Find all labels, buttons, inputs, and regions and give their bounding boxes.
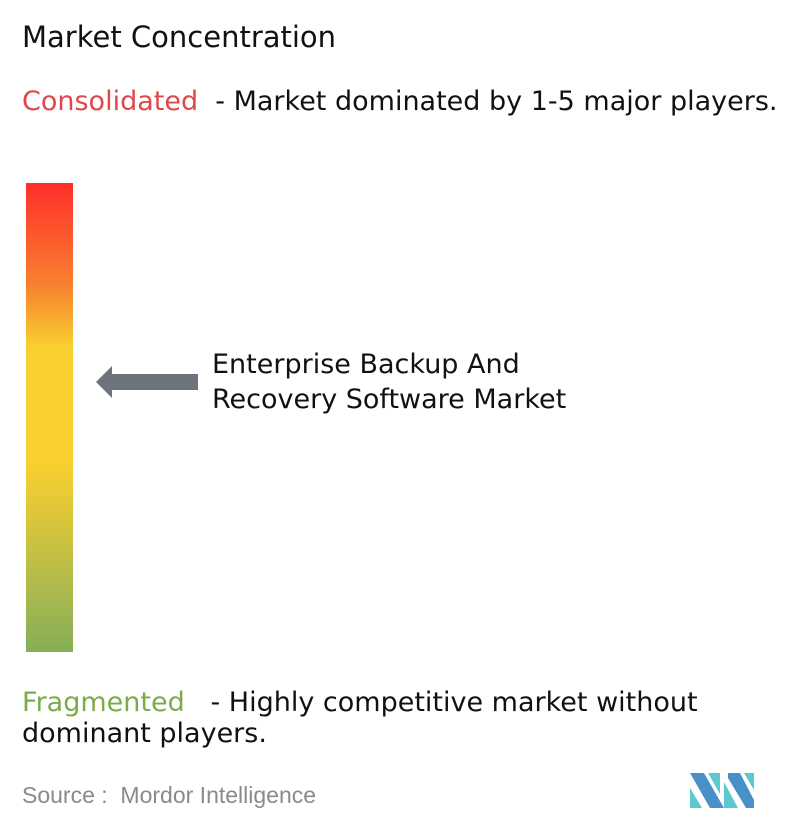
fragmented-text: - Highly competitive market without domi… — [22, 687, 707, 749]
market-label: Enterprise Backup And Recovery Software … — [212, 347, 566, 417]
consolidated-description: Consolidated - Market dominated by 1-5 m… — [22, 86, 792, 117]
page-title: Market Concentration — [22, 20, 337, 54]
mordor-intelligence-logo — [690, 773, 754, 808]
fragmented-label: Fragmented — [22, 687, 185, 718]
consolidated-text: - Market dominated by 1-5 major players. — [198, 86, 778, 117]
fragmented-description: Fragmented - Highly competitive market w… — [22, 687, 792, 749]
consolidated-label: Consolidated — [22, 86, 199, 117]
left-arrow-icon — [96, 366, 198, 398]
concentration-gradient-bar — [26, 183, 73, 652]
market-label-line1: Enterprise Backup And — [212, 349, 520, 380]
market-label-line2: Recovery Software Market — [212, 384, 567, 415]
source-text: Source : Mordor Intelligence — [22, 782, 317, 808]
